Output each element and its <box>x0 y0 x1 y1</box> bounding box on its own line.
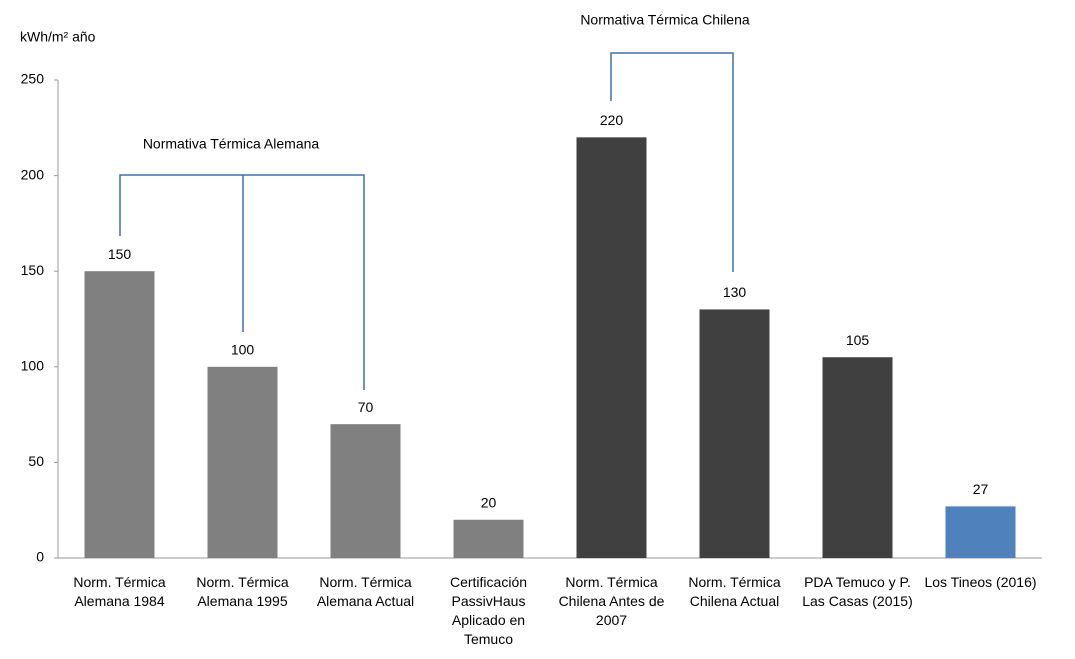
bracket <box>119 174 365 390</box>
x-tick-label-box: Los Tineos (2016) <box>924 574 1037 590</box>
value-label: 150 <box>108 246 132 262</box>
x-tick-label-box: PDA Temuco y P. Las Casas (2015) <box>802 574 913 609</box>
bar <box>699 309 770 558</box>
x-tick-label-box: Norm. Térmica Chilena Antes de 2007 <box>558 574 665 628</box>
x-tick-label: Norm. Térmica Alemana 1984 <box>73 574 166 609</box>
value-label: 20 <box>481 494 497 510</box>
x-tick-label-box: Certificación PassivHaus Aplicado en Tem… <box>449 574 528 647</box>
bracket <box>610 52 734 272</box>
y-tick-label: 0 <box>36 549 44 565</box>
y-tick-label: 150 <box>21 262 45 278</box>
annotation: Normativa Térmica Alemana <box>143 136 320 152</box>
bar <box>576 137 647 559</box>
y-tick-label: 200 <box>21 166 45 182</box>
x-tick-label-box: Norm. Térmica Chilena Actual <box>688 574 781 609</box>
x-tick-label: Norm. Térmica Chilena Antes de 2007 <box>558 574 665 628</box>
x-tick-label-box: Norm. Térmica Alemana 1984 <box>73 574 166 609</box>
bar <box>945 506 1016 558</box>
x-tick-label: Norm. Térmica Alemana Actual <box>316 574 415 609</box>
value-label: 105 <box>846 332 870 348</box>
value-label: 100 <box>231 342 255 358</box>
x-tick-label: Norm. Térmica Chilena Actual <box>688 574 781 609</box>
x-tick-label-box: Norm. Térmica Alemana 1995 <box>196 574 289 609</box>
y-tick-label: 100 <box>21 358 45 374</box>
bar <box>453 519 524 558</box>
x-tick-label: Los Tineos (2016) <box>924 574 1037 590</box>
x-tick-label: Certificación PassivHaus Aplicado en Tem… <box>449 574 528 647</box>
value-label: 130 <box>723 284 747 300</box>
y-axis-label: kWh/m² año <box>20 29 96 45</box>
bar <box>84 271 155 558</box>
y-tick-label: 50 <box>28 453 44 469</box>
bar <box>330 424 401 558</box>
bar <box>207 366 278 558</box>
x-tick-label-box: Norm. Térmica Alemana Actual <box>316 574 415 609</box>
value-label: 27 <box>973 481 989 497</box>
x-tick-label: Norm. Térmica Alemana 1995 <box>196 574 289 609</box>
value-label: 70 <box>358 399 374 415</box>
x-tick-label: PDA Temuco y P. Las Casas (2015) <box>802 574 913 609</box>
value-label: 220 <box>600 112 624 128</box>
annotation: Normativa Térmica Chilena <box>580 12 750 28</box>
y-tick-label: 250 <box>21 71 45 87</box>
bar <box>822 357 893 558</box>
